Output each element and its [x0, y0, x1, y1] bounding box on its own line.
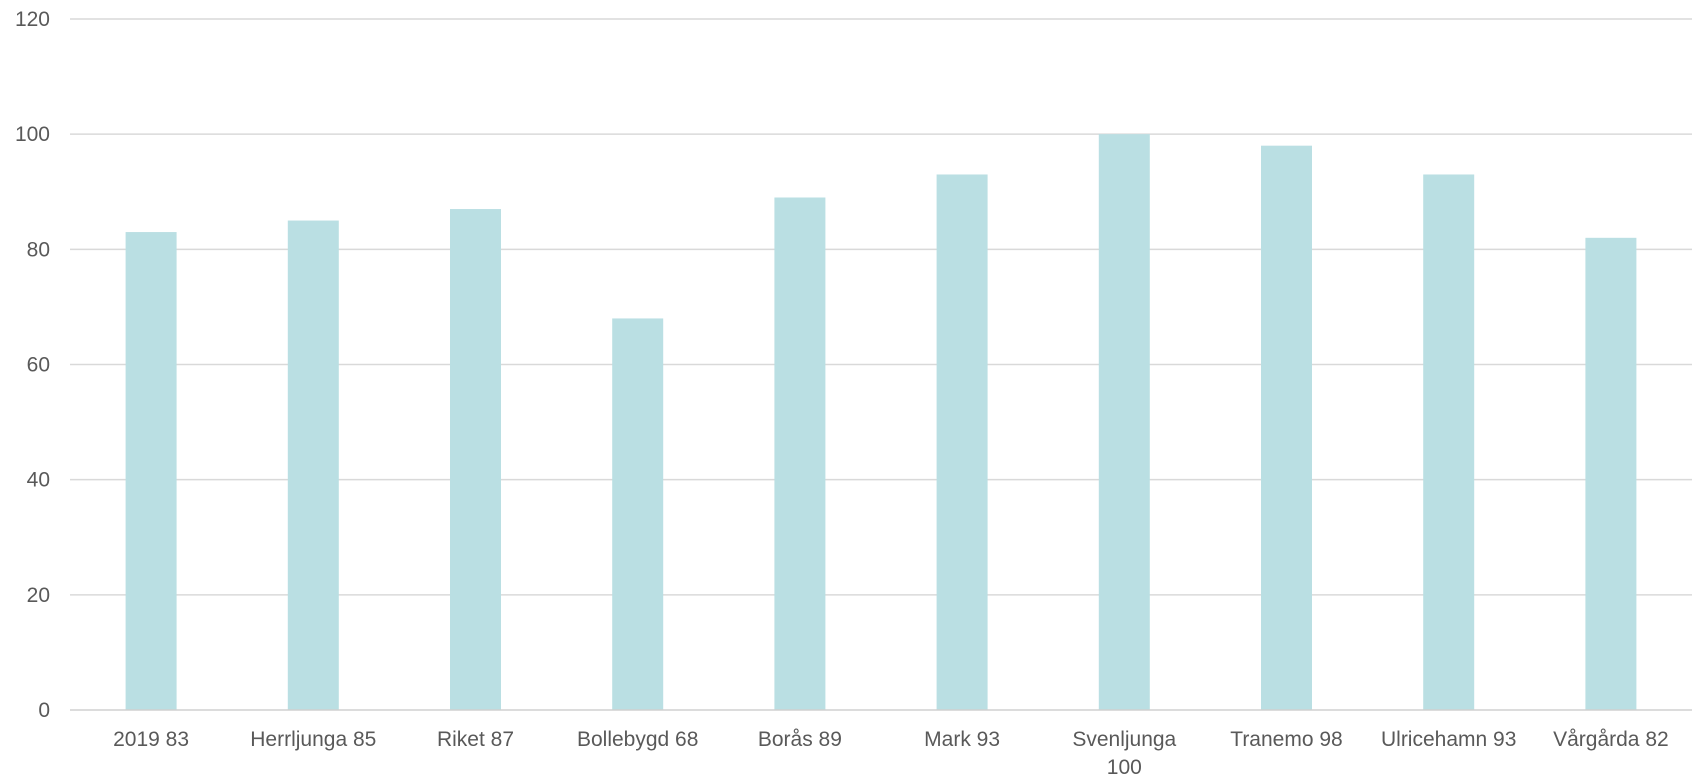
bar-1	[287, 220, 339, 710]
bar-0	[125, 232, 177, 710]
bars	[125, 134, 1637, 711]
y-tick-label: 120	[15, 8, 50, 31]
x-tick-label: Vårgårda 82	[1553, 728, 1669, 751]
bar-9	[1585, 237, 1637, 711]
x-tick-label: 2019 83	[113, 728, 189, 751]
bar-2	[450, 209, 501, 710]
y-tick-label: 100	[15, 123, 50, 146]
x-tick-label: Bollebygd 68	[577, 728, 698, 751]
x-axis: 2019 83 Herrljunga 85 Riket 87 Bollebygd 68…	[70, 709, 1692, 776]
x-tick-label: Herrljunga 85	[250, 728, 376, 751]
y-tick-label: 80	[27, 238, 50, 261]
bar-4	[774, 197, 826, 711]
y-tick-label: 40	[27, 469, 50, 492]
bar-8	[1423, 174, 1475, 711]
y-axis: 0 20 40 60 80 100 120	[15, 8, 50, 722]
y-tick-label: 60	[27, 354, 50, 377]
y-tick-label: 0	[38, 699, 50, 722]
x-tick-label: Riket 87	[437, 728, 514, 751]
x-tick-label: Borås 89	[758, 728, 842, 751]
x-tick-label: Svenljunga 100	[1072, 728, 1176, 776]
y-tick-label: 20	[27, 584, 50, 607]
x-tick-label: Mark 93	[924, 728, 1000, 751]
bar-6	[1098, 134, 1150, 710]
x-tick-label: Ulricehamn 93	[1381, 728, 1516, 751]
bar-7	[1261, 145, 1312, 710]
x-tick-label: Tranemo 98	[1230, 728, 1342, 751]
bar-5	[936, 174, 988, 711]
gridlines	[70, 18, 1692, 596]
bar-3	[612, 318, 664, 710]
